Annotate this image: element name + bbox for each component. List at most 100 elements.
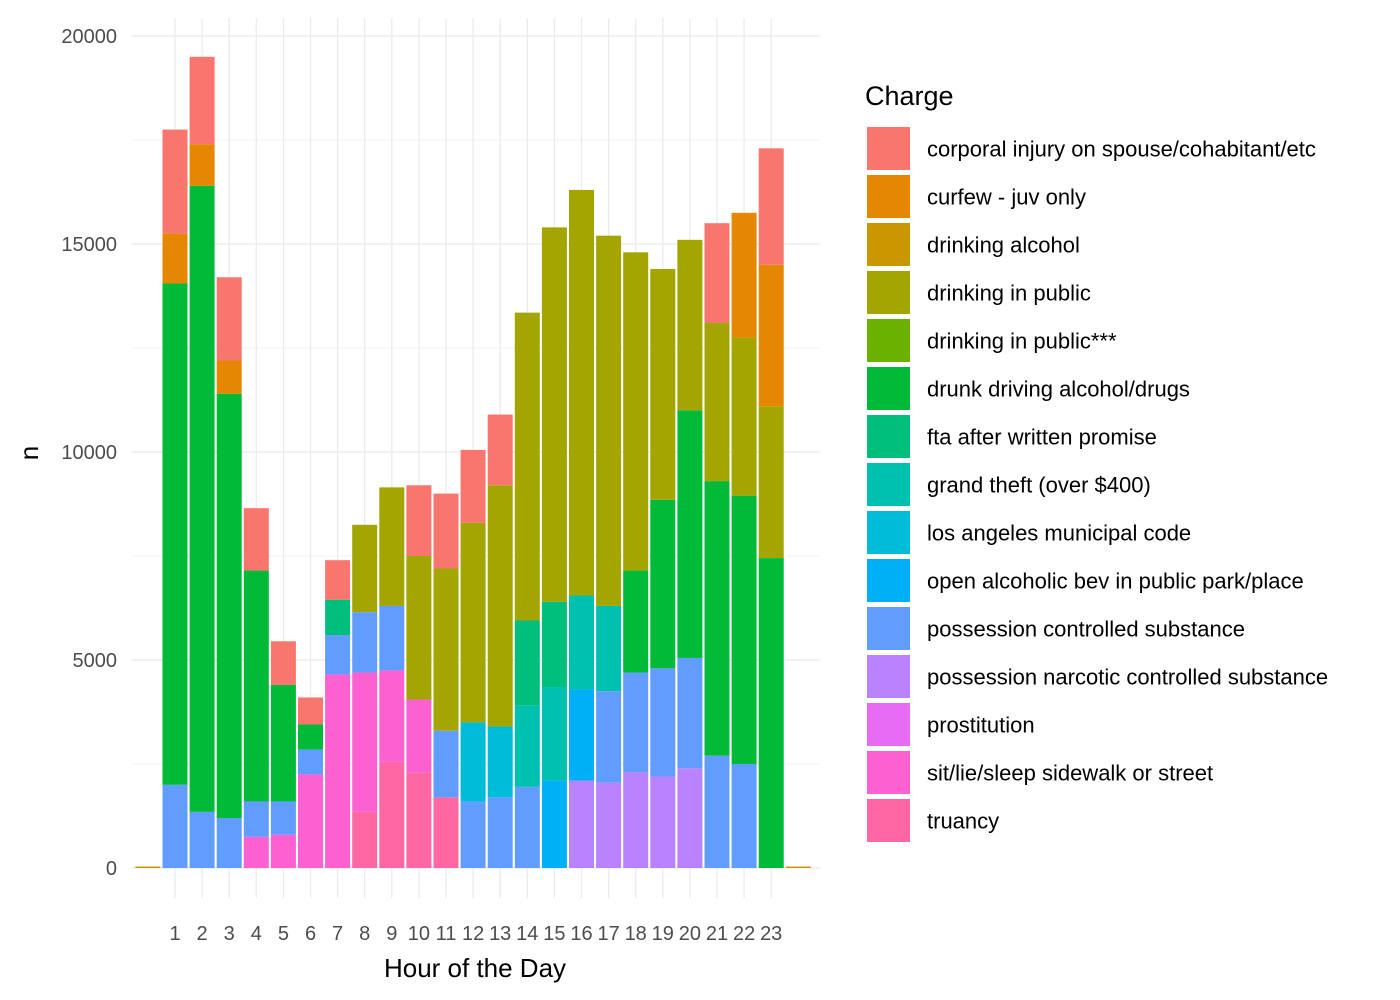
bar-segment <box>379 761 405 868</box>
bar-segment <box>487 797 513 868</box>
bar-segment-edge <box>785 866 811 868</box>
bar-segment <box>704 323 730 482</box>
bar-segment <box>650 268 676 500</box>
bar-segment <box>487 485 513 727</box>
bar-segment <box>325 674 351 868</box>
x-tick-label: 17 <box>597 923 619 945</box>
legend-key <box>867 223 910 266</box>
legend-key <box>867 799 910 842</box>
bar-segment <box>731 495 757 764</box>
bar-segment <box>596 691 622 783</box>
bar-segment <box>298 697 323 725</box>
bar-segment <box>189 56 215 145</box>
bar-segment <box>541 227 567 602</box>
bar-segment <box>216 360 242 394</box>
bar-segment <box>541 601 567 688</box>
x-tick-label: 9 <box>386 923 397 945</box>
bar-segment <box>650 668 676 777</box>
bar-segment <box>406 699 432 773</box>
bar-segment <box>731 764 757 868</box>
legend-label: prostitution <box>927 713 1035 738</box>
bar-segment <box>596 605 622 692</box>
x-tick-label: 11 <box>436 923 457 945</box>
bar-segment <box>243 801 269 837</box>
bar-segment <box>569 189 594 596</box>
bar-segment <box>162 784 188 868</box>
x-axis-title: Hour of the Day <box>384 953 566 983</box>
legend-label: open alcoholic bev in public park/place <box>927 569 1304 594</box>
legend-key <box>867 607 910 650</box>
bar-segment <box>731 212 757 338</box>
x-tick-label: 18 <box>625 923 647 945</box>
bar-segment <box>216 277 242 361</box>
y-tick-label: 0 <box>106 858 117 880</box>
x-tick-label: 16 <box>570 923 592 945</box>
legend-label: possession controlled substance <box>927 617 1245 642</box>
legend-label: drinking alcohol <box>927 233 1080 258</box>
bar-segment <box>596 235 622 606</box>
bar-segment <box>460 801 486 868</box>
x-tick-label: 23 <box>760 923 782 945</box>
legend-label: curfew - juv only <box>927 185 1086 210</box>
bar-segment <box>162 283 188 785</box>
bar-segment <box>541 687 567 781</box>
bar-segment <box>514 620 540 706</box>
bar-segment <box>352 672 378 812</box>
y-axis-ticks: 0 5000 10000 15000 20000 <box>61 26 117 880</box>
bar-segment <box>189 144 215 186</box>
legend-key <box>867 511 910 554</box>
bar-segment <box>325 599 351 636</box>
bar-segment <box>352 811 378 868</box>
legend-label: truancy <box>927 809 999 834</box>
legend-key <box>867 655 910 698</box>
bar-segment <box>514 705 540 787</box>
bar-segment <box>460 722 486 802</box>
x-tick-label: 10 <box>408 923 430 945</box>
bar-segment <box>623 252 649 571</box>
bar-segment <box>569 780 594 868</box>
legend-key <box>867 175 910 218</box>
legend-key <box>867 751 910 794</box>
legend-title: Charge <box>865 81 954 111</box>
legend-key <box>867 271 910 314</box>
bar-segment <box>433 730 459 798</box>
bar-segment <box>352 524 378 613</box>
x-tick-label: 21 <box>706 923 728 945</box>
bar-segment <box>325 560 351 600</box>
legend-label: drinking in public*** <box>927 329 1117 354</box>
bar-segment <box>704 481 730 756</box>
bar-segment <box>298 774 323 868</box>
bar-segment <box>569 595 594 690</box>
x-tick-label: 8 <box>359 923 370 945</box>
legend-key <box>867 703 910 746</box>
bar-segment <box>514 312 540 621</box>
bar-segment <box>270 834 296 868</box>
bar-segment <box>704 223 730 324</box>
bar-segment <box>731 337 757 496</box>
x-tick-label: 15 <box>543 923 565 945</box>
x-tick-label: 2 <box>197 923 208 945</box>
legend-key <box>867 319 910 362</box>
legend-key <box>867 415 910 458</box>
legend-key <box>867 367 910 410</box>
legend-label: possession narcotic controlled substance <box>927 665 1328 690</box>
bar-segment <box>352 612 378 673</box>
x-tick-label: 14 <box>516 923 538 945</box>
x-tick-label: 6 <box>305 923 316 945</box>
bar-segment <box>704 755 730 868</box>
legend-key <box>867 463 910 506</box>
bar-segment <box>758 558 784 868</box>
bar-segment <box>650 499 676 669</box>
bar-segment <box>677 410 703 658</box>
bar-segment <box>758 148 784 265</box>
legend-label: grand theft (over $400) <box>927 473 1151 498</box>
x-tick-label: 12 <box>462 923 484 945</box>
x-tick-label: 22 <box>733 923 755 945</box>
bar-segment <box>406 772 432 868</box>
x-tick-label: 5 <box>278 923 289 945</box>
bar-segment <box>487 414 513 486</box>
bar-segment <box>298 749 323 775</box>
legend-label: drinking in public <box>927 281 1091 306</box>
bar-segment <box>325 635 351 675</box>
bar-segment <box>596 782 622 868</box>
